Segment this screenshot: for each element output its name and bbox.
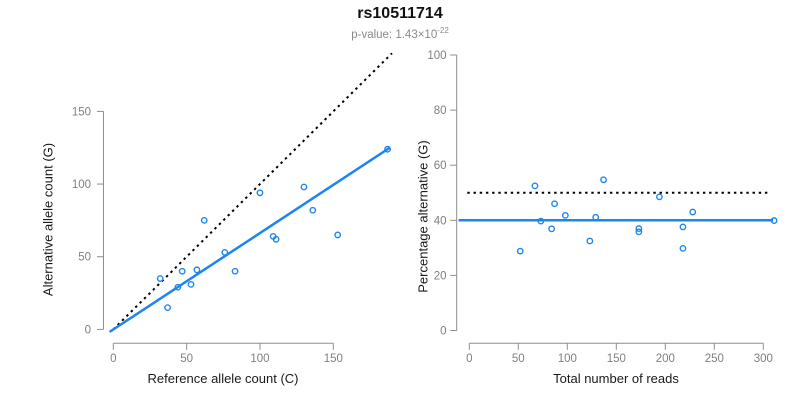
right-x-tick-label: 300 bbox=[754, 353, 773, 365]
left-data-point bbox=[174, 283, 182, 291]
p-value-text: p-value: 1.43×10 bbox=[351, 28, 438, 41]
left-data-point bbox=[384, 145, 391, 153]
left-x-tick-label: 50 bbox=[180, 353, 193, 365]
right-data-point bbox=[635, 228, 643, 236]
right-y-tick-label: 0 bbox=[440, 326, 446, 338]
left-data-point bbox=[200, 217, 208, 224]
right-y-tick-label: 20 bbox=[434, 270, 447, 282]
right-data-point bbox=[592, 213, 600, 221]
left-fit-line bbox=[108, 146, 391, 333]
left-data-point bbox=[272, 235, 280, 243]
left-data-point bbox=[156, 275, 164, 282]
right-data-point bbox=[516, 247, 524, 255]
left-y-tick-label: 50 bbox=[78, 252, 91, 264]
left-data-point bbox=[221, 248, 229, 256]
left-plot-xaxis-title: Reference allele count (C) bbox=[147, 371, 299, 386]
right-data-point bbox=[679, 223, 687, 231]
left-plot-yaxis-title: Alternative allele count (G) bbox=[40, 142, 56, 297]
right-y-tick-label: 80 bbox=[434, 105, 447, 117]
right-y-tick-label: 40 bbox=[434, 215, 447, 227]
left-x-tick-label: 100 bbox=[250, 353, 269, 365]
left-data-point bbox=[164, 304, 171, 312]
right-data-point bbox=[561, 211, 569, 219]
right-x-tick-label: 250 bbox=[705, 353, 724, 365]
right-x-tick-label: 0 bbox=[466, 353, 472, 365]
left-data-point bbox=[193, 266, 201, 274]
left-y-tick-label: 0 bbox=[85, 324, 91, 336]
left-data-point bbox=[334, 231, 342, 239]
right-plot-yaxis-title: Percentage alternative (G) bbox=[415, 140, 431, 293]
right-data-point bbox=[600, 176, 607, 184]
right-data-point bbox=[656, 193, 663, 201]
right-data-point bbox=[531, 182, 539, 190]
p-value-subtitle: p-value: 1.43×10-22 bbox=[0, 26, 800, 41]
right-data-point bbox=[586, 237, 594, 245]
left-data-point bbox=[256, 189, 264, 197]
figure-title: rs10511714 bbox=[357, 5, 443, 22]
left-x-tick-label: 150 bbox=[324, 353, 343, 365]
right-data-point bbox=[551, 200, 558, 208]
p-value-exponent: -22 bbox=[437, 26, 449, 35]
right-x-tick-label: 200 bbox=[656, 353, 675, 365]
left-y-tick-label: 150 bbox=[72, 106, 91, 118]
right-x-tick-label: 100 bbox=[558, 353, 577, 365]
left-data-point bbox=[187, 280, 195, 288]
left-y-tick-label: 100 bbox=[72, 179, 91, 191]
right-x-tick-label: 50 bbox=[512, 353, 525, 365]
right-y-tick-label: 100 bbox=[427, 50, 446, 62]
left-identity-line bbox=[112, 52, 393, 331]
right-data-point bbox=[770, 217, 778, 224]
right-data-point bbox=[548, 225, 556, 233]
right-data-point bbox=[679, 245, 687, 252]
left-data-point bbox=[300, 183, 308, 191]
left-x-tick-label: 0 bbox=[110, 353, 116, 365]
right-data-point bbox=[689, 208, 697, 216]
right-y-tick-label: 60 bbox=[434, 160, 447, 172]
right-plot-xaxis-title: Total number of reads bbox=[553, 371, 679, 386]
left-data-point bbox=[178, 267, 186, 275]
right-data-point bbox=[635, 225, 643, 232]
right-data-point bbox=[537, 217, 545, 225]
right-x-tick-label: 150 bbox=[607, 353, 626, 365]
left-data-point bbox=[231, 267, 239, 275]
left-data-point bbox=[309, 206, 317, 214]
